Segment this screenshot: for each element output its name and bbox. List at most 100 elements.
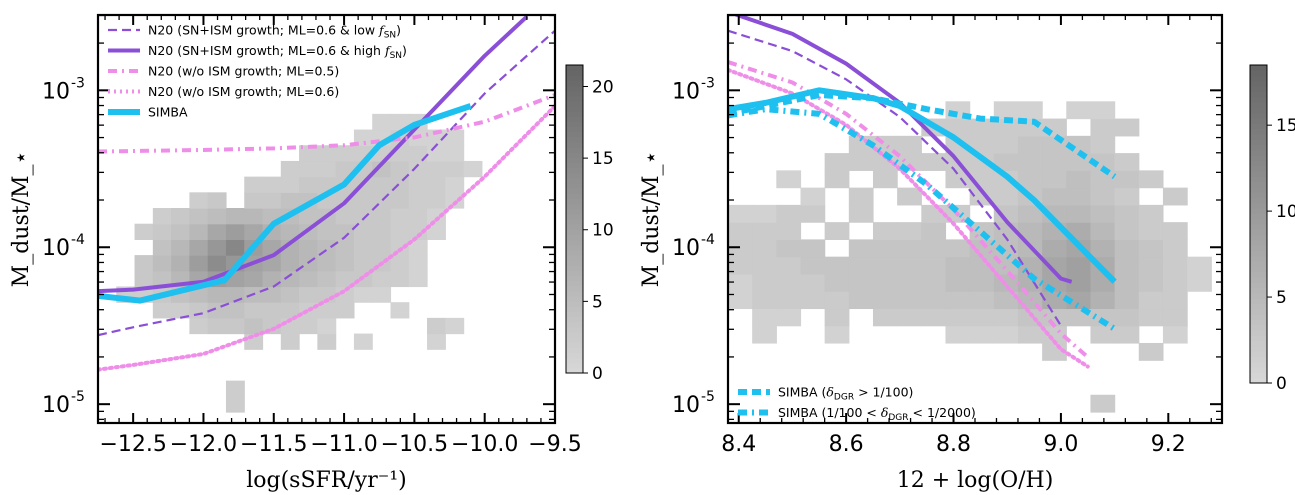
colorbar-step bbox=[1250, 282, 1267, 289]
colorbar-step bbox=[566, 142, 583, 148]
heatmap-cell bbox=[1066, 273, 1092, 292]
colorbar-step bbox=[566, 193, 583, 199]
heatmap-cell bbox=[225, 239, 245, 256]
heatmap-cell bbox=[897, 256, 922, 275]
colorbar-step bbox=[1250, 356, 1267, 363]
colorbar-step bbox=[1250, 377, 1267, 384]
heatmap-cell bbox=[427, 129, 446, 146]
colorbar-step bbox=[566, 357, 583, 364]
colorbar-step bbox=[1250, 340, 1267, 347]
heatmap-cell bbox=[848, 256, 874, 275]
colorbar-step bbox=[566, 362, 583, 369]
y-axis-label: M_dust/M_⋆ bbox=[9, 151, 34, 288]
colorbar-step bbox=[1250, 303, 1267, 310]
heatmap-cell bbox=[993, 204, 1019, 223]
heatmap-cell bbox=[390, 160, 410, 178]
heatmap-cell bbox=[897, 239, 922, 258]
heatmap-cell bbox=[993, 325, 1019, 344]
series-line-4 bbox=[98, 103, 472, 304]
y-tick-exponent: -4 bbox=[701, 232, 715, 248]
colorbar-step bbox=[1250, 330, 1267, 336]
heatmap-cell bbox=[427, 223, 446, 240]
heatmap-cell bbox=[824, 256, 850, 275]
colorbar-step bbox=[566, 321, 583, 328]
colorbar-step bbox=[1250, 271, 1267, 278]
heatmap-cell bbox=[969, 118, 995, 137]
heatmap-cell bbox=[317, 160, 337, 178]
heatmap-cell bbox=[408, 160, 428, 178]
x-tick-label: −12.5 bbox=[99, 432, 166, 457]
heatmap-cell bbox=[969, 273, 995, 292]
colorbar-step bbox=[1250, 218, 1267, 225]
series-line-2 bbox=[728, 60, 1090, 359]
legend-text: N20 (SN+ISM growth; ML=0.6 & low bbox=[148, 23, 379, 38]
heatmap-cell bbox=[171, 239, 190, 256]
colorbar-step bbox=[566, 280, 583, 287]
colorbar-step bbox=[1250, 308, 1267, 315]
heatmap-cell bbox=[1017, 204, 1043, 223]
series-line-0 bbox=[728, 29, 1062, 327]
series-line-6 bbox=[728, 106, 1117, 332]
heatmap-cell bbox=[824, 308, 850, 327]
heatmap-cell bbox=[872, 273, 898, 292]
heatmap-cell bbox=[280, 160, 300, 178]
series-lines bbox=[98, 15, 555, 372]
heatmap-cell bbox=[1017, 170, 1043, 189]
heatmap-cell bbox=[280, 270, 300, 288]
heatmap-cell bbox=[969, 325, 995, 344]
x-tick-label: 9.0 bbox=[1043, 432, 1078, 457]
legend-entry: SIMBA (δDGR > 1/100) bbox=[778, 385, 913, 403]
heatmap-cell bbox=[335, 270, 355, 288]
heatmap-cell bbox=[1114, 256, 1140, 275]
heatmap-cell bbox=[207, 317, 227, 335]
heatmap-cell bbox=[372, 176, 392, 193]
left-panel: −12.5 −12.0 −11.5 −11.0 −10.5 −10.0 −9.510 -510… bbox=[9, 13, 614, 493]
heatmap-cell bbox=[225, 396, 245, 413]
heatmap-cell bbox=[189, 317, 209, 335]
heatmap-cell bbox=[1138, 256, 1164, 275]
heatmap-cell bbox=[390, 302, 410, 319]
heatmap-cell bbox=[244, 208, 264, 225]
heatmap-cell bbox=[445, 145, 465, 162]
heatmap-cell bbox=[969, 291, 995, 310]
colorbar-step bbox=[566, 208, 583, 215]
colorbar-step bbox=[1250, 250, 1267, 257]
heatmap-cell bbox=[244, 302, 264, 319]
heatmap-cell bbox=[353, 255, 373, 272]
heatmap-cell bbox=[299, 239, 318, 256]
colorbar-tick-label: 0 bbox=[1276, 374, 1287, 394]
heatmap-cell bbox=[921, 256, 947, 275]
heatmap-cell bbox=[1017, 101, 1043, 120]
heatmap-cell bbox=[728, 204, 753, 223]
heatmap-cell bbox=[848, 187, 874, 206]
heatmap-cell bbox=[848, 291, 874, 310]
heatmap-cell bbox=[1162, 325, 1188, 344]
heatmap-cell bbox=[897, 273, 922, 292]
colorbar-step bbox=[1250, 75, 1267, 82]
heatmap-cell bbox=[1114, 187, 1140, 206]
heatmap-cell bbox=[280, 176, 300, 193]
colorbar-step bbox=[1250, 324, 1267, 331]
colorbar-step bbox=[1250, 245, 1267, 251]
heatmap-cell bbox=[824, 325, 850, 344]
heatmap-cell bbox=[353, 286, 373, 303]
heatmap-cell bbox=[752, 291, 777, 310]
heatmap-cell bbox=[408, 208, 428, 225]
heatmap-cell bbox=[921, 222, 947, 240]
heatmap-cell bbox=[993, 101, 1019, 120]
heatmap-cell bbox=[1042, 239, 1067, 258]
colorbar-step bbox=[566, 121, 583, 128]
heatmap-cell bbox=[897, 308, 922, 327]
heatmap-cell bbox=[945, 273, 971, 292]
colorbar-tick-label: 5 bbox=[592, 292, 603, 312]
colorbar-step bbox=[1250, 372, 1267, 379]
colorbar-step bbox=[566, 219, 583, 225]
heatmap-cell bbox=[993, 187, 1019, 206]
heatmap-cell bbox=[299, 270, 318, 288]
heatmap-cell bbox=[189, 255, 209, 272]
colorbar-step bbox=[1250, 165, 1267, 172]
legend-text-end: ) bbox=[402, 43, 407, 58]
colorbar-step bbox=[566, 213, 583, 220]
y-axis-label: M_dust/M_⋆ bbox=[639, 151, 664, 288]
colorbar-step bbox=[566, 172, 583, 179]
